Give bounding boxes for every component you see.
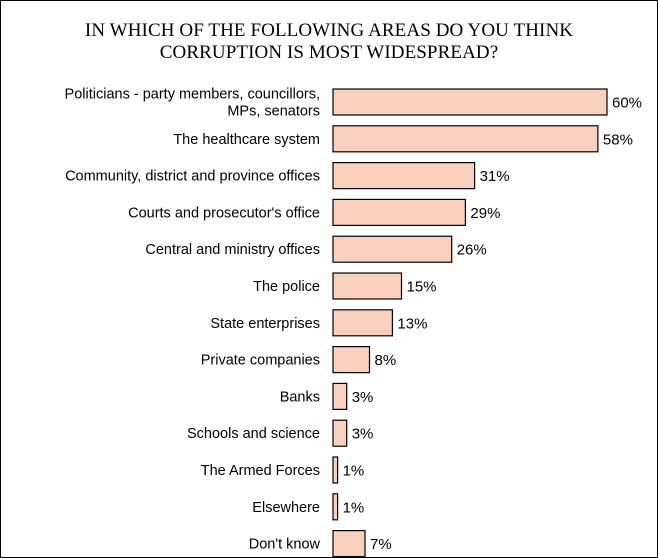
value-label-9: 3% — [352, 426, 374, 443]
category-label-7: Private companies — [201, 353, 320, 369]
category-label-9: Schools and science — [187, 426, 320, 442]
bar-10 — [332, 456, 339, 484]
value-label-6: 13% — [397, 315, 427, 332]
value-label-5: 15% — [407, 279, 437, 296]
value-label-12: 7% — [370, 536, 392, 553]
bar-6 — [332, 309, 394, 337]
category-label-6: State enterprises — [210, 316, 320, 332]
bar-3 — [332, 198, 466, 226]
category-label-2: Community, district and province offices — [65, 169, 320, 185]
bar-12 — [332, 529, 366, 558]
bar-4 — [332, 235, 453, 263]
category-labels: Politicians - party members, councillors… — [65, 87, 321, 553]
bar-0 — [332, 88, 608, 116]
value-label-0: 60% — [612, 95, 642, 112]
category-label-12: Don't know — [249, 537, 321, 553]
category-label-1: The healthcare system — [173, 132, 320, 148]
bar-11 — [332, 493, 339, 521]
chart-title: IN WHICH OF THE FOLLOWING AREAS DO YOU T… — [84, 20, 574, 63]
value-label-1: 58% — [603, 131, 633, 148]
value-label-10: 1% — [343, 463, 365, 480]
bar-7 — [332, 346, 371, 374]
category-label-8: Banks — [280, 389, 320, 405]
value-label-2: 31% — [480, 168, 510, 185]
bar-1 — [332, 125, 599, 153]
bar-5 — [332, 272, 403, 300]
value-label-7: 8% — [375, 352, 397, 369]
value-labels: 60% 58% 31% 29% 26% 15% 13% 8% 3% 3% 1% 1% 7% — [343, 95, 642, 554]
category-label-4: Central and ministry offices — [145, 242, 320, 258]
category-label-5: The police — [253, 279, 320, 295]
category-label-10: The Armed Forces — [201, 463, 320, 479]
bar-2 — [332, 162, 476, 190]
value-label-8: 3% — [352, 389, 374, 406]
value-label-4: 26% — [457, 242, 487, 259]
bars — [332, 88, 608, 558]
value-label-11: 1% — [343, 499, 365, 516]
bar-9 — [332, 419, 348, 447]
category-label-3: Courts and prosecutor's office — [128, 205, 320, 221]
category-label-11: Elsewhere — [252, 500, 320, 516]
bar-8 — [332, 382, 348, 410]
category-label-0: Politicians - party members, councillors… — [65, 87, 320, 120]
value-label-3: 29% — [470, 205, 500, 222]
